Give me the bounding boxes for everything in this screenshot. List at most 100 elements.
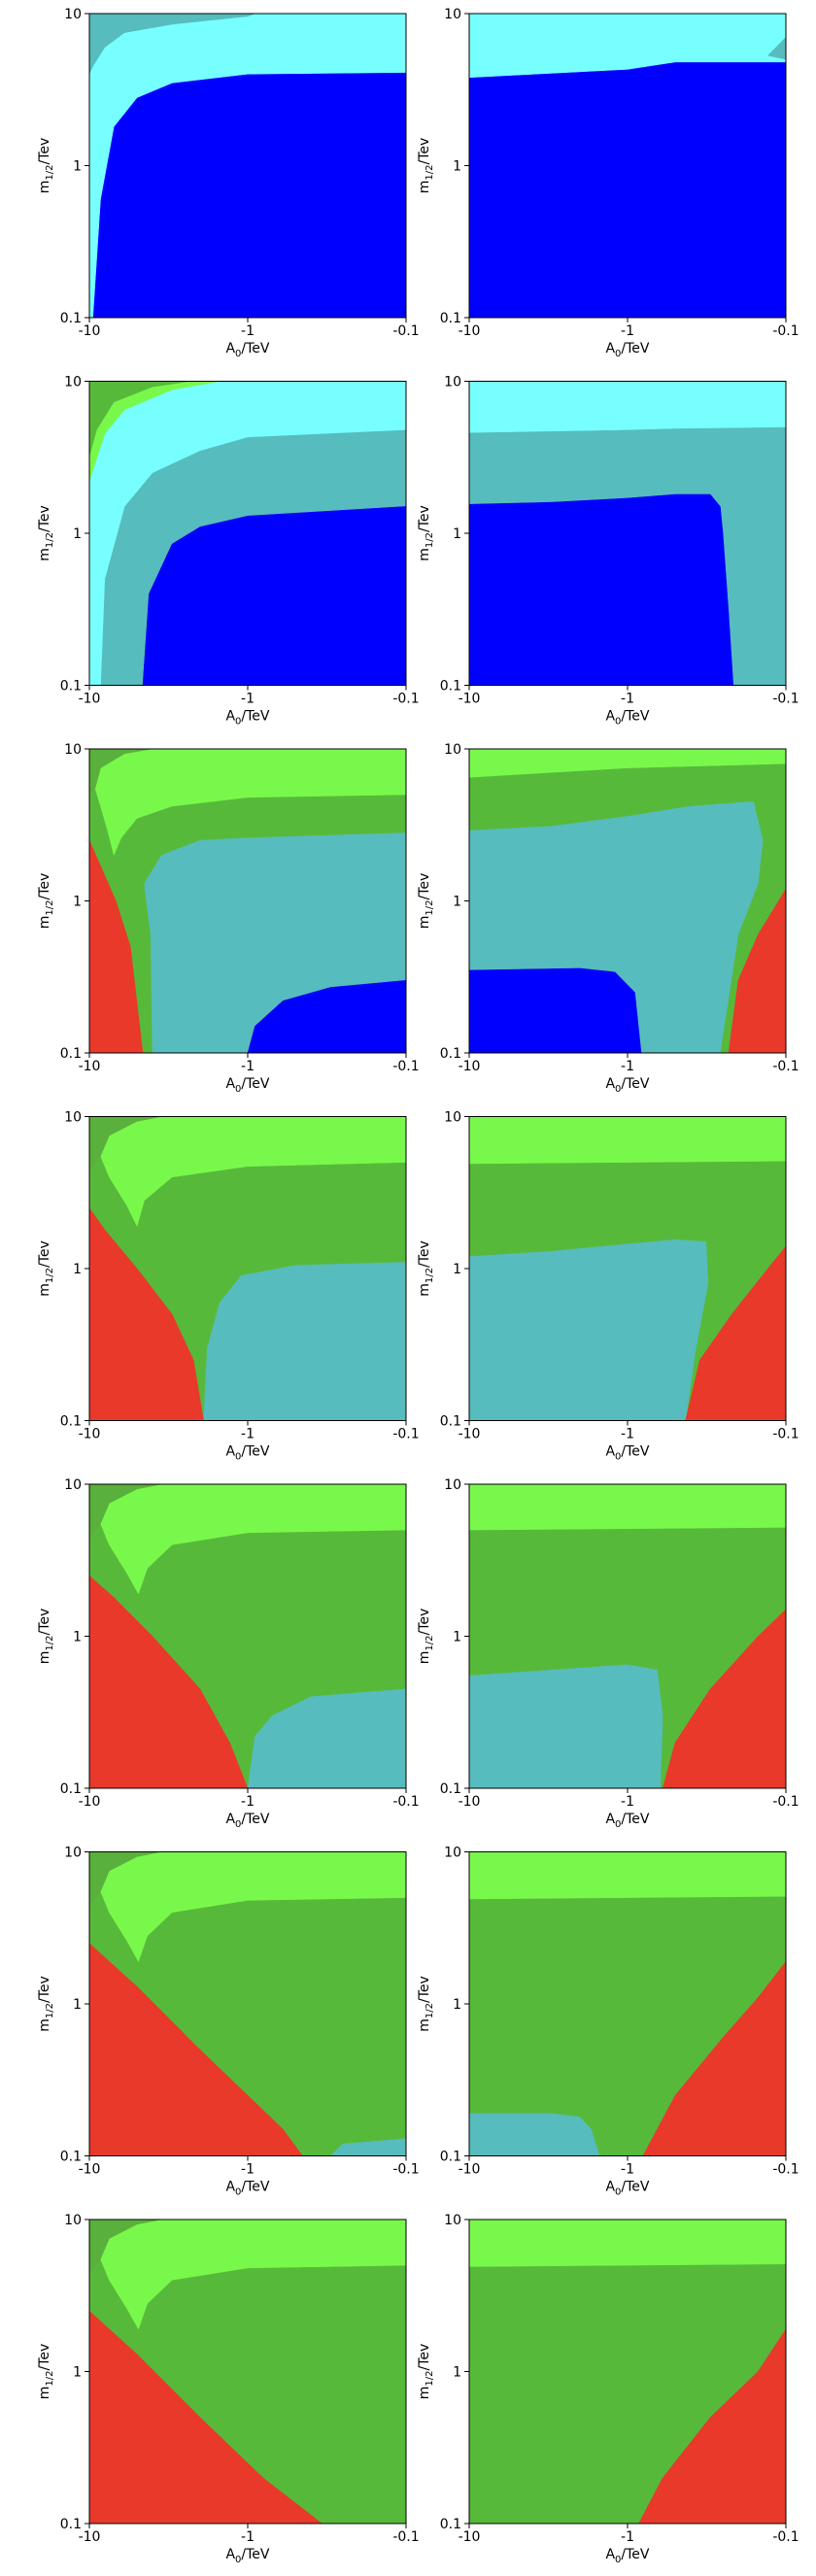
y-tick-label: 1 bbox=[453, 1262, 461, 1277]
y-axis-label-symbol: m bbox=[37, 548, 52, 561]
x-axis-label-symbol: A bbox=[225, 709, 235, 725]
y-tick-label: 0.1 bbox=[60, 311, 82, 326]
y-axis-label: m1/2/Tev bbox=[417, 1240, 435, 1297]
y-axis-label-unit: /Tev bbox=[417, 1976, 432, 2003]
x-axis-label: A0/TeV bbox=[605, 341, 649, 359]
y-axis-label-sub: 1/2 bbox=[425, 532, 435, 548]
y-tick-label: 0.1 bbox=[60, 2150, 82, 2165]
x-tick-label: -1 bbox=[241, 2529, 255, 2545]
y-axis-label-unit: /Tev bbox=[37, 2344, 52, 2371]
y-axis-label: m1/2/Tev bbox=[417, 2344, 435, 2400]
x-axis-label-unit: /TeV bbox=[621, 1076, 650, 1092]
x-axis-label: A0/TeV bbox=[605, 1812, 649, 1830]
x-tick-label: -0.1 bbox=[392, 1794, 419, 1810]
y-tick-label: 10 bbox=[444, 1110, 461, 1126]
x-axis-label: A0/TeV bbox=[225, 1444, 269, 1463]
x-tick-label: -0.1 bbox=[772, 692, 799, 707]
y-tick-label: 1 bbox=[453, 1630, 461, 1645]
x-axis-label: A0/TeV bbox=[225, 2180, 269, 2198]
panel: -10 -1 -0.1 0.1 1 10 A0/TeV m1/2/Tev bbox=[37, 1477, 420, 1830]
region bbox=[468, 1238, 709, 1421]
x-axis-label-sub: 0 bbox=[615, 1819, 621, 1830]
region bbox=[88, 13, 255, 75]
y-axis-label-sub: 1/2 bbox=[45, 2003, 55, 2018]
x-tick-label: -0.1 bbox=[772, 1427, 799, 1442]
x-tick-label: -0.1 bbox=[772, 2529, 799, 2545]
region bbox=[468, 967, 642, 1054]
y-tick-label: 10 bbox=[64, 2213, 82, 2228]
x-axis-label-sub: 0 bbox=[615, 2187, 621, 2198]
x-tick-label: -10 bbox=[79, 1794, 101, 1810]
y-axis-label: m1/2/Tev bbox=[417, 1609, 435, 1665]
panel: -10 -1 -0.1 0.1 1 10 A0/TeV m1/2/Tev bbox=[37, 2213, 420, 2565]
y-tick-label: 1 bbox=[73, 526, 82, 542]
x-axis-label-sub: 0 bbox=[235, 1819, 241, 1830]
y-axis-label-unit: /Tev bbox=[37, 1609, 52, 1636]
x-axis-label-sub: 0 bbox=[615, 717, 621, 728]
x-tick-label: -10 bbox=[79, 1059, 101, 1074]
y-axis-label-symbol: m bbox=[417, 2387, 432, 2400]
x-axis-label-unit: /TeV bbox=[241, 709, 270, 725]
y-tick-label: 10 bbox=[64, 7, 82, 22]
panel: -10 -1 -0.1 0.1 1 10 A0/TeV m1/2/Tev bbox=[417, 1477, 799, 1830]
y-tick-label: 1 bbox=[73, 2365, 82, 2381]
x-axis-label-unit: /TeV bbox=[621, 2547, 650, 2562]
y-axis-label: m1/2/Tev bbox=[417, 138, 435, 194]
x-tick-label: -0.1 bbox=[392, 1059, 419, 1074]
x-tick-label: -0.1 bbox=[772, 323, 799, 339]
panel: -10 -1 -0.1 0.1 1 10 A0/TeV m1/2/Tev bbox=[417, 1110, 799, 1463]
y-tick-label: 0.1 bbox=[440, 1414, 461, 1430]
y-axis-label-sub: 1/2 bbox=[45, 165, 55, 181]
y-axis-label-symbol: m bbox=[37, 916, 52, 930]
x-axis-label-unit: /TeV bbox=[621, 709, 650, 725]
x-axis-label-unit: /TeV bbox=[241, 341, 270, 356]
y-tick-label: 1 bbox=[453, 159, 461, 175]
panel: -10 -1 -0.1 0.1 1 10 A0/TeV m1/2/Tev bbox=[417, 2213, 799, 2565]
x-tick-label: -10 bbox=[79, 692, 101, 707]
x-tick-label: -10 bbox=[459, 323, 481, 339]
y-tick-label: 10 bbox=[64, 1846, 82, 1861]
y-axis-label-unit: /Tev bbox=[37, 1976, 52, 2003]
y-tick-label: 1 bbox=[73, 159, 82, 175]
x-tick-label: -0.1 bbox=[392, 2529, 419, 2545]
x-axis-label-sub: 0 bbox=[235, 349, 241, 359]
x-tick-label: -0.1 bbox=[392, 1427, 419, 1442]
panel: -10 -1 -0.1 0.1 1 10 A0/TeV m1/2/Tev bbox=[417, 1846, 799, 2198]
panel: -10 -1 -0.1 0.1 1 10 A0/TeV m1/2/Tev bbox=[37, 375, 420, 728]
x-axis-label-sub: 0 bbox=[235, 2187, 241, 2198]
x-tick-label: -1 bbox=[621, 1427, 634, 1442]
x-tick-label: -1 bbox=[241, 2162, 255, 2178]
x-axis-label-symbol: A bbox=[605, 1444, 615, 1460]
x-axis-label-symbol: A bbox=[225, 2547, 235, 2562]
y-tick-label: 0.1 bbox=[60, 1781, 82, 1797]
y-axis-label: m1/2/Tev bbox=[37, 1609, 55, 1665]
x-axis-label-symbol: A bbox=[605, 1076, 615, 1092]
region bbox=[468, 1664, 663, 1789]
y-tick-label: 10 bbox=[444, 375, 461, 390]
y-tick-label: 0.1 bbox=[440, 1781, 461, 1797]
panel: -10 -1 -0.1 0.1 1 10 A0/TeV m1/2/Tev bbox=[37, 742, 420, 1095]
x-tick-label: -10 bbox=[459, 2162, 481, 2178]
x-axis-label-symbol: A bbox=[225, 1444, 235, 1460]
y-axis-label-sub: 1/2 bbox=[45, 900, 55, 916]
x-axis-label-sub: 0 bbox=[235, 1084, 241, 1095]
y-axis-label-symbol: m bbox=[37, 181, 52, 194]
panel: -10 -1 -0.1 0.1 1 10 A0/TeV m1/2/Tev bbox=[37, 1846, 420, 2198]
x-axis-label-sub: 0 bbox=[615, 1452, 621, 1463]
region bbox=[88, 1575, 249, 1789]
x-tick-label: -10 bbox=[79, 2529, 101, 2545]
x-axis-label-symbol: A bbox=[605, 2180, 615, 2195]
y-tick-label: 1 bbox=[453, 895, 461, 910]
y-tick-label: 0.1 bbox=[60, 679, 82, 695]
y-axis-label-unit: /Tev bbox=[37, 505, 52, 532]
y-axis-label-unit: /Tev bbox=[417, 1609, 432, 1636]
x-axis-label-unit: /TeV bbox=[241, 2180, 270, 2195]
x-axis-label-unit: /TeV bbox=[241, 2547, 270, 2562]
x-tick-label: -0.1 bbox=[392, 2162, 419, 2178]
region bbox=[88, 1206, 204, 1421]
y-tick-label: 1 bbox=[73, 1997, 82, 2013]
y-axis-label-sub: 1/2 bbox=[425, 165, 435, 181]
x-tick-label: -10 bbox=[79, 323, 101, 339]
y-axis-label-sub: 1/2 bbox=[45, 2371, 55, 2387]
y-tick-label: 1 bbox=[73, 1630, 82, 1645]
